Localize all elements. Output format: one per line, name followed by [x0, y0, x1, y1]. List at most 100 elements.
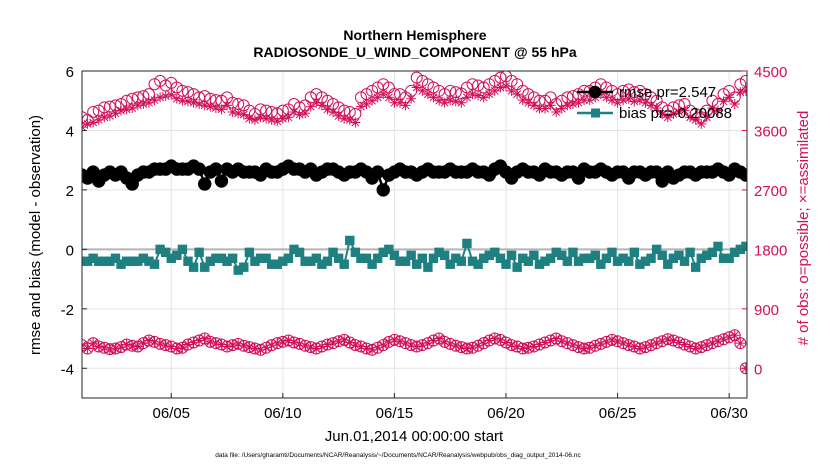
- bias-point: [350, 247, 361, 258]
- obs-low-point-cross: [422, 337, 434, 349]
- obs-assimilated-point: [406, 93, 417, 104]
- obs-assimilated-point: [233, 108, 244, 119]
- bias-point: [501, 259, 511, 269]
- x-axis-label: Jun.01,2014 00:00:00 start: [325, 428, 504, 445]
- x-tick-label: 06/25: [599, 405, 637, 422]
- bias-point: [177, 244, 188, 255]
- bias-point: [445, 259, 455, 269]
- obs-low-point-cross: [494, 334, 506, 346]
- x-tick-label: 06/30: [710, 405, 748, 422]
- bias-point: [406, 250, 416, 261]
- obs-assimilated-point: [116, 105, 127, 116]
- bias-point: [172, 250, 182, 261]
- obs-low-point-cross: [472, 340, 484, 352]
- bias-point: [200, 262, 210, 272]
- obs-assimilated-point: [422, 89, 433, 100]
- obs-assimilated-point: [601, 92, 612, 103]
- obs-assimilated-point: [389, 97, 400, 108]
- obs-assimilated-point: [311, 97, 322, 108]
- bias-point: [506, 250, 517, 261]
- obs-assimilated-point: [160, 91, 171, 102]
- obs-assimilated-point: [562, 100, 573, 111]
- bias-point: [110, 253, 121, 263]
- obs-assimilated-point: [110, 108, 121, 119]
- obs-assimilated-point: [450, 96, 461, 107]
- obs-assimilated-point: [512, 89, 523, 100]
- obs-assimilated-point: [473, 90, 484, 101]
- obs-assimilated-point: [350, 117, 361, 128]
- obs-assimilated-point: [328, 106, 339, 117]
- bias-point: [529, 250, 539, 261]
- bias-point: [283, 253, 294, 263]
- obs-assimilated-point: [461, 92, 472, 103]
- obs-assimilated-point: [495, 82, 506, 93]
- y-right-tick-label: 0: [754, 361, 762, 378]
- obs-assimilated-point: [657, 108, 668, 119]
- obs-assimilated-point: [701, 112, 712, 123]
- rmse-point: [198, 177, 212, 191]
- obs-low-point-cross: [338, 334, 350, 346]
- obs-assimilated-point: [300, 108, 311, 119]
- bias-point: [384, 244, 394, 255]
- bias-point: [741, 241, 747, 252]
- obs-assimilated-point: [439, 97, 450, 108]
- obs-low-point-cross: [115, 341, 127, 353]
- obs-assimilated-point: [177, 95, 188, 106]
- obs-assimilated-point: [93, 114, 104, 125]
- obs-assimilated-point: [740, 85, 747, 96]
- bias-point: [674, 250, 684, 261]
- bias-point: [417, 253, 428, 263]
- obs-assimilated-point: [445, 95, 456, 106]
- obs-assimilated-point: [244, 113, 255, 124]
- obs-assimilated-point: [729, 99, 740, 110]
- rmse-point: [192, 162, 206, 176]
- bias-point: [462, 238, 472, 249]
- obs-assimilated-point: [724, 92, 735, 103]
- series-obs-assimilated: [82, 81, 747, 133]
- x-tick-label: 06/15: [376, 405, 414, 422]
- obs-assimilated-point: [662, 112, 673, 123]
- rmse-point: [214, 174, 229, 188]
- obs-assimilated-point: [595, 89, 606, 100]
- bias-point: [367, 259, 377, 269]
- y-left-tick-label: -4: [61, 361, 74, 378]
- data-file-footer: data file: /Users/gharamti/Documents/NCA…: [215, 452, 581, 459]
- y-right-tick-label: 900: [754, 302, 779, 319]
- obs-assimilated-point: [155, 92, 166, 103]
- obs-low-point-cross: [132, 340, 144, 352]
- legend-bias-label: bias pr=-0.20088: [619, 105, 732, 122]
- obs-assimilated-point: [222, 100, 233, 111]
- obs-assimilated-point: [417, 85, 428, 96]
- obs-assimilated-point: [294, 109, 305, 120]
- y-right-tick-label: 3600: [754, 123, 787, 140]
- bias-point: [629, 247, 640, 258]
- obs-assimilated-point: [194, 99, 205, 110]
- obs-assimilated-point: [673, 106, 684, 117]
- bias-point: [490, 247, 500, 258]
- bias-point: [311, 253, 322, 263]
- bias-point: [663, 259, 673, 269]
- obs-assimilated-point: [400, 100, 411, 111]
- bias-point: [345, 235, 355, 246]
- bias-point: [495, 253, 506, 263]
- obs-assimilated-point: [82, 118, 93, 129]
- obs-assimilated-point: [378, 89, 389, 100]
- bias-point: [707, 247, 718, 258]
- obs-assimilated-point: [367, 95, 378, 106]
- obs-assimilated-point: [612, 97, 623, 108]
- bias-point: [160, 247, 171, 258]
- bias-point: [328, 247, 338, 258]
- bias-point: [294, 247, 305, 258]
- bias-point: [473, 259, 483, 269]
- bias-point: [194, 247, 204, 258]
- obs-assimilated-point: [227, 106, 238, 117]
- obs-assimilated-point: [534, 103, 545, 114]
- bias-point: [239, 262, 249, 272]
- obs-assimilated-point: [567, 99, 578, 110]
- obs-low-point-cross: [87, 337, 99, 349]
- obs-assimilated-point: [383, 92, 394, 103]
- series-bias: [82, 235, 747, 275]
- obs-assimilated-point: [199, 100, 210, 111]
- series-rmse: [82, 159, 747, 197]
